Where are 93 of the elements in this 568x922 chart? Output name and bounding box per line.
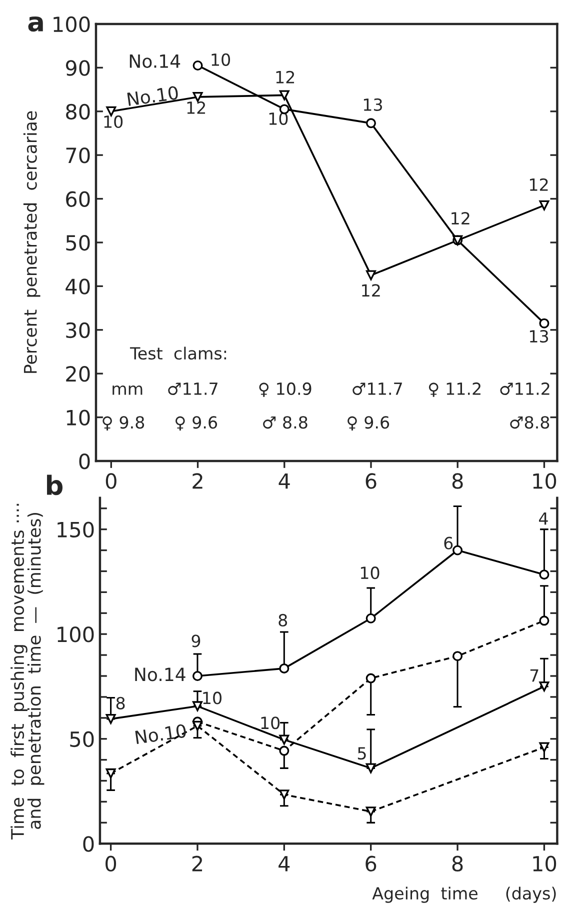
y-tick-label: 0: [79, 453, 90, 470]
y-tick-label: 90: [66, 60, 90, 76]
annotation: ♂8.8: [510, 416, 550, 429]
annotation: 10: [203, 692, 222, 704]
x-axis-title: Ageing time (days): [372, 886, 556, 903]
x-tick-label: 4: [278, 856, 290, 872]
point: [452, 651, 463, 662]
series-label: No.14: [135, 668, 186, 682]
point: [539, 681, 550, 692]
y-axis-title: Time to first pushing movements ···· and penetration time — (minutes): [10, 504, 44, 840]
annotation: 12: [452, 212, 470, 224]
series-label: No.14: [130, 54, 180, 68]
point: [279, 90, 290, 100]
x-tick-label: 0: [106, 473, 116, 489]
point: [192, 92, 203, 102]
y-tick-label: 30: [66, 322, 90, 338]
point: [192, 670, 202, 681]
y-tick-label: 10: [66, 410, 90, 426]
annotation: Test clams:: [130, 346, 226, 360]
y-tick-label: 50: [66, 234, 90, 251]
x-tick-label: 6: [366, 856, 376, 872]
point: [279, 790, 290, 800]
annotation: ♂11.7: [168, 382, 218, 396]
text: No.10: [127, 86, 179, 106]
y-tick-label: 100: [54, 16, 90, 32]
annotation: ♂11.2: [500, 382, 550, 396]
x-tick-label: 10: [533, 473, 556, 489]
chart-title: b: [47, 474, 63, 496]
annotation: 9: [192, 634, 200, 648]
annotation: 8: [278, 614, 288, 626]
point: [279, 663, 290, 674]
chart-title: a: [28, 16, 43, 32]
point: [106, 768, 116, 778]
annotation: ♀ 9.6: [175, 416, 218, 431]
point: [539, 616, 550, 626]
text: No.10: [135, 724, 187, 744]
x-tick-label: 2: [192, 473, 202, 489]
annotation: 13: [364, 98, 382, 111]
y-tick-label: 60: [66, 191, 90, 207]
x-tick-label: 6: [366, 473, 376, 489]
annotation: 6: [444, 536, 453, 550]
annotation: 4: [539, 512, 548, 525]
point: [279, 734, 290, 745]
annotation: ♀ 9.8: [102, 416, 144, 431]
annotation: 8: [116, 696, 125, 710]
x-tick-label: 0: [106, 856, 116, 872]
x-tick-label: 10: [533, 856, 556, 872]
point: [366, 613, 376, 624]
annotation: ♂11.7: [352, 382, 402, 396]
annotation: ♀ 10.9: [259, 382, 312, 397]
point: [366, 118, 376, 128]
annotation: 13: [530, 330, 548, 343]
y-tick-label: 20: [66, 366, 90, 382]
y-tick-label: 100: [58, 626, 94, 642]
y-tick-label: 0: [83, 836, 94, 852]
point: [192, 720, 202, 731]
annotation: ♀ 9.6: [348, 416, 390, 431]
annotation: 12: [362, 284, 380, 296]
point: [106, 714, 116, 724]
point: [192, 60, 203, 70]
annotation: 10: [212, 53, 230, 66]
x-tick-label: 4: [278, 473, 290, 489]
annotation: 5: [358, 747, 366, 760]
y-tick-label: 40: [66, 278, 90, 294]
annotation: ♀ 11.2: [428, 382, 480, 397]
y-tick-label: 150: [58, 522, 94, 538]
y-axis-title: Percent penetrated cercariae: [23, 111, 40, 373]
annotation: 12: [276, 70, 294, 84]
annotation: 10: [360, 566, 380, 580]
x-tick-label: 2: [192, 856, 202, 872]
annotation: 12: [187, 101, 206, 114]
y-tick-label: 50: [70, 731, 94, 748]
annotation: 12: [530, 178, 548, 191]
point: [539, 318, 550, 328]
point: [539, 200, 550, 210]
x-tick-label: 8: [452, 856, 463, 872]
annotation: 10: [261, 716, 280, 730]
annotation: 7: [530, 669, 538, 682]
y-tick-label: 70: [66, 148, 90, 164]
point: [279, 746, 290, 756]
point: [539, 742, 550, 752]
annotation: ♂ 8.8: [263, 416, 308, 429]
point: [366, 673, 376, 684]
annotation: 10: [104, 115, 123, 128]
annotation: mm: [112, 385, 142, 395]
point: [539, 570, 550, 580]
point: [192, 701, 202, 712]
point: [366, 806, 376, 817]
x-tick-label: 8: [452, 473, 463, 489]
point: [366, 270, 376, 280]
y-tick-label: 80: [66, 104, 90, 120]
point: [366, 763, 376, 774]
point: [452, 545, 463, 556]
